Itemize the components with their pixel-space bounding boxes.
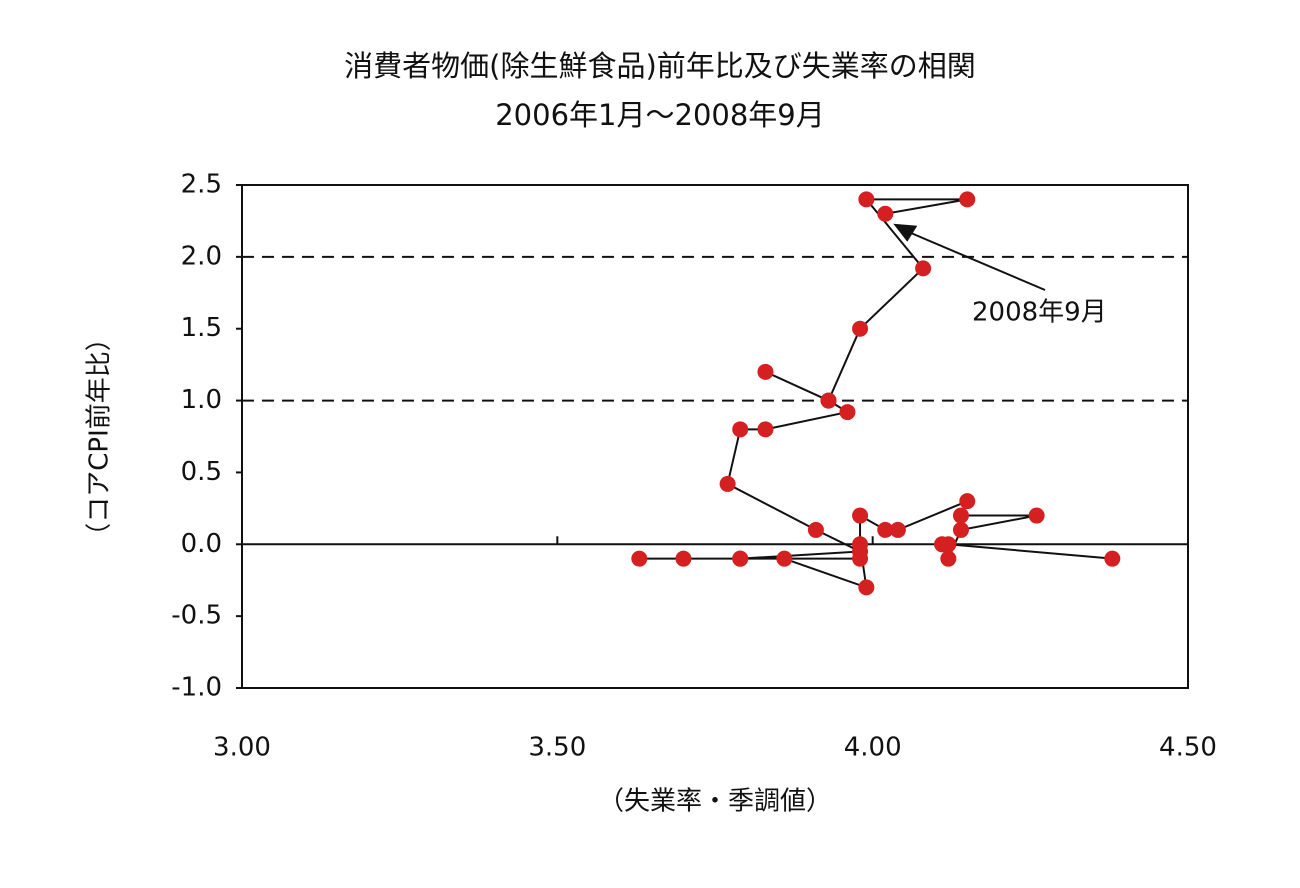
y-tick-label: 2.0 [181,241,222,271]
annotation: 2008年9月 [972,298,1107,328]
point [757,421,774,438]
point [852,543,869,560]
point [877,205,894,222]
y-tick-label: 2.5 [181,170,222,200]
point [631,550,648,567]
point [719,475,736,492]
point [820,392,837,409]
point [732,550,749,567]
x-tick-label: 4.00 [844,733,902,763]
point [915,260,932,277]
y-tick-label: 1.5 [181,313,222,343]
point [959,191,976,208]
x-tick-label: 3.00 [213,733,271,763]
point [934,536,951,553]
point [675,550,692,567]
chart-subtitle: 2006年1月～2008年9月 [495,98,825,132]
point [1028,507,1045,524]
point [807,521,824,538]
y-tick-label: 0.0 [181,529,222,559]
annotation-arrowhead [893,223,918,242]
annotation-arrow [902,228,1046,291]
x-tick-label: 4.50 [1159,733,1217,763]
y-tick-label: 1.0 [181,385,222,415]
point [852,320,869,337]
y-tick-label: -1.0 [171,673,222,703]
point [858,579,875,596]
point [1104,550,1121,567]
y-tick-label: -0.5 [171,601,222,631]
plot-frame [241,184,1189,689]
point [757,363,774,380]
point [858,191,875,208]
point [952,521,969,538]
x-tick-label: 3.50 [528,733,586,763]
point [952,507,969,524]
point [776,550,793,567]
point [889,521,906,538]
y-tick-label: 0.5 [181,457,222,487]
point [959,493,976,510]
point [732,421,749,438]
chart-title: 消費者物価(除生鮮食品)前年比及び失業率の相関 [344,49,976,83]
point [852,507,869,524]
x-axis-label: （失業率・季調値） [598,787,832,817]
point [839,404,856,421]
point [877,521,894,538]
y-axis-label: （コアCPI前年比） [85,325,115,549]
point [940,550,957,567]
